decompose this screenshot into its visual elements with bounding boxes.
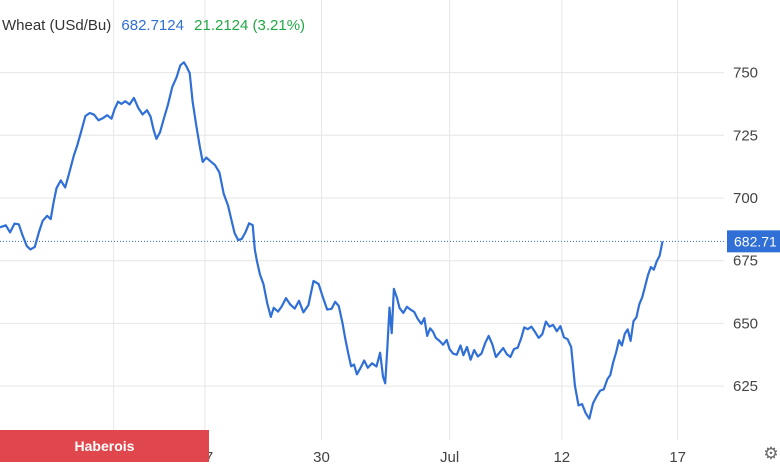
last-price-label: 682.71 [734,233,777,249]
y-tick-label: 725 [733,127,758,144]
change-value: 21.2124 (3.21%) [194,17,306,34]
last-price-tag [727,230,780,253]
banner-label: Haberois [74,438,135,454]
series-line [0,61,664,420]
gear-icon[interactable]: ⚙ [763,444,779,463]
chart-header: Wheat (USd/Bu) 682.7124 21.2124 (3.21%) [2,17,311,34]
price-value: 682.7124 [121,17,184,34]
last-price-marker: 682.71 [0,230,780,253]
symbol-label: Wheat (USd/Bu) [2,17,112,34]
series-group [0,61,664,420]
x-tick-label: 12 [553,449,570,466]
y-tick-label: 675 [733,253,758,270]
banner-button[interactable]: Haberois [0,430,209,462]
y-tick-label: 700 [733,190,758,207]
x-tick-label: 17 [669,449,686,466]
x-tick-label: 30 [313,449,330,466]
y-tick-label: 750 [733,65,758,82]
y-axis: 750 725 700 675 650 625 [733,65,758,395]
x-tick-label: Jul [440,449,459,466]
y-tick-label: 625 [733,378,758,395]
grid-lines [0,0,724,440]
y-tick-label: 650 [733,315,758,332]
